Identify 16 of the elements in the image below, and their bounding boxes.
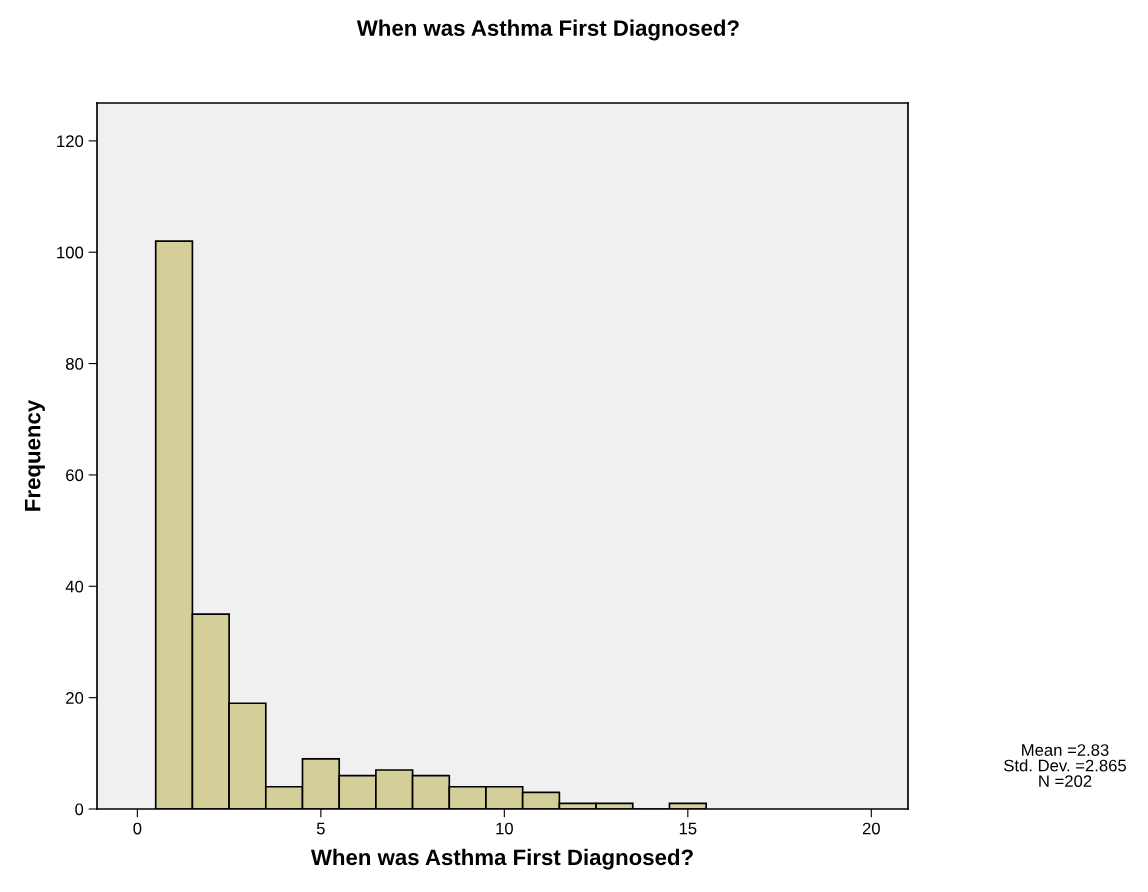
y-tick-label: 80	[65, 357, 84, 370]
x-tick-label: 5	[316, 822, 325, 835]
y-tick-label: 120	[57, 135, 84, 148]
x-axis-title: When was Asthma First Diagnosed?	[310, 848, 693, 870]
y-tick-label: 60	[66, 469, 84, 482]
x-tick-label: 15	[679, 822, 697, 835]
y-tick-label: 100	[57, 246, 84, 259]
y-tick-label: 0	[75, 803, 84, 816]
y-tick-label: 40	[65, 580, 84, 593]
y-axis-title: Frequency	[24, 399, 45, 511]
text: Mean =2.83 Std. Dev. =2.865 N =202	[1004, 744, 1126, 788]
chart-title: When was Asthma First Diagnosed?	[356, 19, 739, 41]
x-tick-label: 10	[496, 822, 513, 835]
x-tick-label: 0	[133, 822, 142, 835]
y-tick-label: 20	[66, 692, 84, 704]
x-tick-label: 20	[862, 822, 880, 835]
